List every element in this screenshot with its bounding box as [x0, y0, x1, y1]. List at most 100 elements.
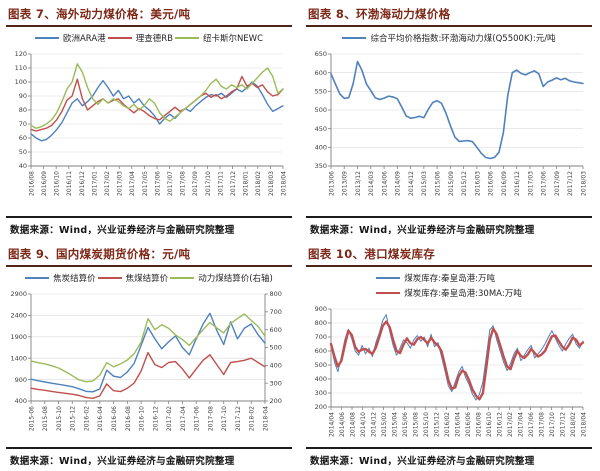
svg-text:2017/06: 2017/06 [528, 412, 535, 437]
svg-text:2018/01: 2018/01 [243, 171, 250, 196]
svg-text:2014/09: 2014/09 [395, 171, 402, 196]
svg-text:2017/03: 2017/03 [117, 171, 124, 196]
svg-text:700: 700 [270, 308, 282, 316]
svg-text:2016/09: 2016/09 [41, 171, 48, 196]
svg-text:550: 550 [315, 88, 327, 96]
svg-text:2016-02: 2016-02 [83, 406, 90, 431]
svg-text:2014/03: 2014/03 [368, 171, 375, 196]
chart-title-fig8: 图表 8、环渤海动力煤价格 [306, 6, 592, 27]
svg-text:400: 400 [315, 375, 327, 383]
svg-text:450: 450 [315, 125, 327, 133]
source-rule [6, 216, 292, 218]
svg-text:2017/10: 2017/10 [205, 171, 212, 196]
chart-panel-fig7: 图表 7、海外动力煤价格：美元/吨 欧洲ARA港 理查德RB 纽卡斯尔NEWC 40… [0, 0, 300, 240]
legend-label: 煤炭库存:秦皇岛港:万吨 [404, 274, 496, 284]
svg-text:50: 50 [19, 148, 27, 156]
chart-panel-fig10: 图表 10、港口煤炭库存 煤炭库存:秦皇岛港:万吨 煤炭库存:秦皇岛港:30MA:… [300, 240, 600, 471]
legend-fig10: 煤炭库存:秦皇岛港:万吨 煤炭库存:秦皇岛港:30MA:万吨 [376, 272, 522, 299]
svg-text:2017/11: 2017/11 [217, 171, 224, 196]
series-焦炭结算价 [30, 312, 266, 393]
svg-text:2016-08: 2016-08 [125, 406, 132, 431]
svg-text:2016/09: 2016/09 [501, 171, 508, 196]
gridlines [331, 308, 583, 408]
legend-line-swatch [376, 291, 401, 295]
legend-line-swatch [342, 37, 367, 39]
svg-text:600: 600 [315, 69, 327, 77]
svg-text:2016/12: 2016/12 [79, 171, 86, 196]
source-rule [306, 447, 592, 449]
svg-text:2015/04: 2015/04 [391, 412, 398, 437]
legend-item: 欧洲ARA港 [34, 32, 106, 44]
chart-title-fig7: 图表 7、海外动力煤价格：美元/吨 [6, 6, 292, 27]
legend-item: 动力煤结算价(右轴) [170, 272, 273, 284]
legend-item: 综合平均价格指数:环渤海动力煤(Q5500K):元/吨 [342, 32, 556, 44]
y-axis-left-labels: 350 400 450 500 550 600 650 [315, 50, 331, 170]
svg-text:2015-10: 2015-10 [56, 406, 63, 431]
legend-fig9: 焦炭结算价 焦煤结算价 动力煤结算价(右轴) [6, 272, 292, 284]
svg-text:200: 200 [270, 397, 282, 405]
svg-text:2016-12: 2016-12 [152, 406, 159, 431]
svg-text:2017/07: 2017/07 [167, 171, 174, 196]
legend-label: 焦炭结算价 [53, 274, 96, 284]
source-text-fig10: 数据来源：Wind，兴业证券经济与金融研究院整理 [310, 456, 535, 467]
svg-text:2015/12: 2015/12 [461, 171, 468, 196]
svg-text:40: 40 [19, 162, 27, 170]
svg-text:2015/10: 2015/10 [423, 412, 430, 437]
y-axis-left-labels: 40 50 60 70 80 90 100 110 120 [15, 50, 31, 170]
svg-text:2014/12: 2014/12 [408, 171, 415, 196]
svg-text:2016-10: 2016-10 [139, 406, 146, 431]
svg-text:120: 120 [15, 50, 27, 58]
svg-text:2017/12: 2017/12 [230, 171, 237, 196]
svg-text:2015/03: 2015/03 [421, 171, 428, 196]
source-text-fig8: 数据来源：Wind，兴业证券经济与金融研究院整理 [310, 225, 535, 236]
svg-text:2016/06: 2016/06 [488, 171, 495, 196]
svg-text:2017-10: 2017-10 [221, 406, 228, 431]
svg-text:100: 100 [15, 78, 27, 86]
series-煤炭库存:秦皇岛港:万吨 [330, 314, 584, 401]
legend-label: 综合平均价格指数:环渤海动力煤(Q5500K):元/吨 [370, 34, 556, 44]
svg-text:2015-06: 2015-06 [28, 406, 35, 431]
svg-text:2017-06: 2017-06 [194, 406, 201, 431]
x-axis-labels: 2014/04 2014/06 2014/08 2014/10 2014/12 2015/… [328, 407, 587, 437]
svg-text:2017/01: 2017/01 [91, 171, 98, 196]
source-rule [306, 216, 592, 218]
chart-panel-fig9: 图表 9、国内煤炭期货价格：元/吨 焦炭结算价 焦煤结算价 动力煤结算价(右轴) 4… [0, 240, 300, 471]
svg-text:2018/03: 2018/03 [580, 171, 587, 196]
svg-text:2015/06: 2015/06 [435, 171, 442, 196]
svg-text:300: 300 [270, 379, 282, 387]
y-axis-left-labels: 200 300 400 500 600 700 800 900 [315, 305, 331, 411]
legend-line-swatch [97, 277, 122, 279]
svg-text:200: 200 [315, 403, 327, 411]
svg-text:2018-04: 2018-04 [262, 406, 269, 431]
chart-canvas-fig9: 400 900 1400 1900 2400 2900 200 300 400 500 600 700… [10, 290, 282, 431]
series-理查德RB [30, 75, 284, 132]
svg-text:400: 400 [15, 397, 27, 405]
svg-text:2017/03: 2017/03 [527, 171, 534, 196]
y-axis-left-labels: 400 900 1400 1900 2400 2900 [10, 290, 31, 405]
legend-line-swatch [174, 37, 199, 39]
legend-line-swatch [376, 277, 401, 279]
series-焦煤结算价 [30, 351, 266, 400]
svg-text:900: 900 [15, 376, 27, 384]
svg-text:2013/09: 2013/09 [342, 171, 349, 196]
x-axis-labels: 2015-06 2015-08 2015-10 2015-12 2016-02 2016-… [28, 401, 269, 431]
legend-item: 煤炭库存:秦皇岛港:万吨 [376, 272, 495, 284]
svg-text:2015/08: 2015/08 [412, 412, 419, 437]
svg-text:2014/04: 2014/04 [328, 412, 335, 437]
series-综合平均价格指数:环渤海动力煤(Q5500K):元/吨 [330, 60, 584, 160]
svg-text:2017/02: 2017/02 [507, 412, 514, 437]
svg-text:2017/02: 2017/02 [104, 171, 111, 196]
svg-text:2016/08: 2016/08 [28, 171, 35, 196]
source-text-fig7: 数据来源：Wind，兴业证券经济与金融研究院整理 [10, 225, 235, 236]
svg-text:2017/12: 2017/12 [559, 412, 566, 437]
svg-text:2017/04: 2017/04 [517, 412, 524, 437]
svg-text:1400: 1400 [10, 354, 27, 362]
svg-text:800: 800 [270, 290, 282, 298]
x-axis-labels: 2013/06 2013/09 2013/12 2014/03 2014/06 2014/… [328, 166, 587, 196]
svg-text:600: 600 [315, 347, 327, 355]
legend-fig8: 综合平均价格指数:环渤海动力煤(Q5500K):元/吨 [306, 32, 592, 44]
svg-text:80: 80 [19, 106, 27, 114]
